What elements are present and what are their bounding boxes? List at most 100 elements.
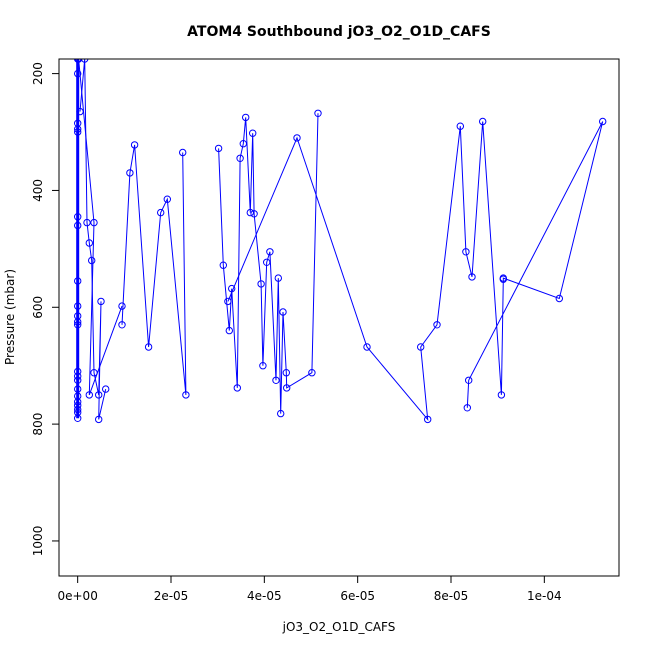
plot-points <box>74 59 607 424</box>
data-point <box>463 404 471 412</box>
data-point <box>363 343 371 351</box>
data-point <box>233 384 242 392</box>
data-point <box>95 391 103 399</box>
data-point <box>157 208 165 217</box>
data-point <box>497 391 506 399</box>
data-point <box>555 294 563 303</box>
data-point <box>182 391 190 399</box>
data-point <box>259 362 267 370</box>
data-point <box>433 321 441 329</box>
data-point <box>257 280 265 288</box>
data-point <box>599 117 607 126</box>
data-point <box>74 321 82 329</box>
data-point <box>83 218 91 227</box>
data-point <box>239 140 248 148</box>
data-point <box>74 213 82 221</box>
data-point <box>74 59 83 63</box>
x-tick-label: 0e+00 <box>57 589 97 603</box>
x-tick-label: 6e-05 <box>340 589 375 603</box>
data-point <box>74 414 82 422</box>
data-point <box>308 369 316 377</box>
x-axis: 0e+00 2e-05 4e-05 6e-05 8e-05 1e-04 <box>57 575 562 603</box>
data-point <box>118 302 126 310</box>
data-point <box>242 113 250 122</box>
y-axis-label: Pressure (mbar) <box>3 269 17 365</box>
data-point <box>249 129 257 137</box>
data-point <box>424 415 432 424</box>
data-point <box>499 274 507 282</box>
data-point <box>90 218 98 227</box>
data-point <box>81 59 89 63</box>
y-tick-label: 400 <box>31 179 45 202</box>
data-point <box>456 122 464 130</box>
data-point <box>219 261 228 269</box>
data-point <box>179 148 187 157</box>
data-point <box>462 248 470 256</box>
data-point <box>266 248 274 256</box>
data-point <box>314 109 322 118</box>
data-point <box>74 398 82 406</box>
data-point <box>118 321 126 329</box>
chart-title: ATOM4 Southbound jO3_O2_O1D_CAFS <box>187 24 491 40</box>
data-point <box>76 107 84 116</box>
data-point <box>74 125 82 133</box>
data-point <box>95 415 103 424</box>
x-tick-label: 1e-04 <box>527 589 562 603</box>
data-point <box>263 258 271 266</box>
data-point <box>225 326 234 335</box>
data-point <box>97 297 105 306</box>
data-point <box>283 384 291 392</box>
data-point <box>163 195 172 203</box>
data-point <box>417 343 425 351</box>
x-tick-label: 2e-05 <box>154 589 189 603</box>
data-point <box>85 239 94 247</box>
data-point <box>282 369 290 377</box>
y-tick-label: 800 <box>31 413 45 436</box>
data-point <box>74 128 82 136</box>
y-axis: 200 400 600 800 1000 <box>31 62 60 557</box>
data-point <box>74 392 82 400</box>
data-point <box>465 376 473 384</box>
data-point <box>90 369 98 377</box>
data-point <box>74 367 82 376</box>
data-point <box>274 274 282 282</box>
data-point <box>88 256 96 265</box>
data-point <box>102 385 110 393</box>
data-point <box>74 69 82 78</box>
data-point <box>479 117 487 126</box>
data-point <box>236 154 244 163</box>
y-tick-label: 600 <box>31 296 45 319</box>
data-point <box>293 134 301 142</box>
plot-lines <box>76 59 604 421</box>
data-point <box>74 221 82 230</box>
data-point <box>85 391 94 399</box>
data-point <box>246 208 255 217</box>
plot-frame <box>58 58 620 577</box>
data-point <box>228 284 236 293</box>
data-point <box>74 376 82 384</box>
y-tick-label: 1000 <box>31 526 45 557</box>
data-point <box>250 210 258 218</box>
data-point <box>279 308 287 316</box>
x-axis-label: jO3_O2_O1D_CAFS <box>282 620 396 634</box>
x-tick-label: 8e-05 <box>434 589 469 603</box>
series-line <box>121 144 187 395</box>
data-point <box>74 401 82 410</box>
x-tick-label: 4e-05 <box>247 589 282 603</box>
series-line <box>78 59 123 396</box>
y-tick-label: 200 <box>31 62 45 85</box>
data-point <box>74 385 82 393</box>
data-point <box>74 277 82 285</box>
data-point <box>468 273 476 281</box>
data-point <box>130 141 139 149</box>
data-point <box>214 144 223 153</box>
data-point <box>74 372 82 380</box>
data-point <box>74 302 82 310</box>
series-line <box>218 113 319 414</box>
data-point <box>126 169 134 177</box>
series-line <box>227 121 604 421</box>
data-point <box>74 405 82 414</box>
data-point <box>277 409 285 418</box>
data-point <box>74 318 82 326</box>
